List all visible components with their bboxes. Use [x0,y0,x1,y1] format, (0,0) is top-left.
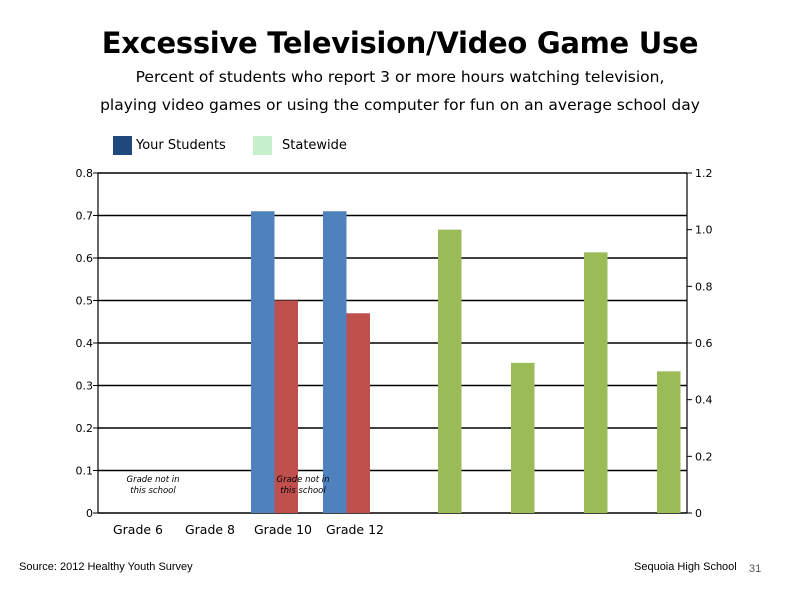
legend-label-statewide: Statewide [282,138,347,153]
bar-series-3 [584,252,608,514]
legend-swatch-your-students [113,136,132,155]
left-axis-ticks: 0 0.1 0.2 0.3 0.4 0.5 0.6 0.7 0.8 [76,167,98,520]
source-note: Source: 2012 Healthy Youth Survey [19,561,193,573]
right-axis-ticks: 0 0.2 0.4 0.6 0.8 1.0 1.2 [687,167,713,520]
bar-series-2 [274,300,298,513]
annotation-text: this school [280,486,326,496]
bar-your-students [251,211,275,513]
bar-series-3 [438,229,462,513]
left-tick-label: 0.1 [76,465,94,478]
right-tick-label: 0.6 [695,337,713,350]
left-tick-label: 0.4 [76,337,94,350]
bar-chart: 0 0.1 0.2 0.3 0.4 0.5 0.6 0.7 0.8 0 0.2 0.4 0.6 0.8 1… [76,167,713,537]
annotation-text: this school [130,486,176,496]
category-label: Grade 10 [254,522,312,537]
bar-series-3 [657,371,681,513]
bar-series-3 [511,362,535,513]
annotation-text: Grade not in [127,475,180,485]
category-labels: Grade 6 Grade 8 Grade 10 Grade 12 [113,522,384,537]
annotation-text: Grade not in [277,475,330,485]
left-tick-label: 0.3 [76,380,94,393]
category-label: Grade 8 [185,522,235,537]
bar-your-students [323,211,347,513]
legend-label-your-students: Your Students [136,138,226,153]
bar-series-2 [346,313,370,513]
legend-swatch-statewide [253,136,272,155]
school-name: Sequoia High School [634,561,737,573]
left-tick-label: 0.6 [76,252,94,265]
right-tick-label: 1.0 [695,224,713,237]
left-tick-label: 0 [86,507,93,520]
category-label: Grade 6 [113,522,163,537]
chart-subtitle-line-1: Percent of students who report 3 or more… [135,68,665,86]
right-tick-label: 1.2 [695,167,713,180]
page-number: 31 [749,563,762,575]
left-tick-label: 0.8 [76,167,94,180]
legend-item-statewide: Statewide [253,136,347,155]
chart-subtitle-line-2: playing video games or using the compute… [100,96,700,114]
left-tick-label: 0.7 [76,210,94,223]
left-tick-label: 0.2 [76,422,94,435]
right-tick-label: 0.4 [695,394,713,407]
legend-item-your-students: Your Students [113,136,226,155]
right-tick-label: 0.2 [695,450,713,463]
category-label: Grade 12 [326,522,384,537]
bars [251,211,681,514]
right-tick-label: 0 [695,507,702,520]
left-tick-label: 0.5 [76,295,94,308]
right-tick-label: 0.8 [695,280,713,293]
chart-title: Excessive Television/Video Game Use [101,26,699,60]
